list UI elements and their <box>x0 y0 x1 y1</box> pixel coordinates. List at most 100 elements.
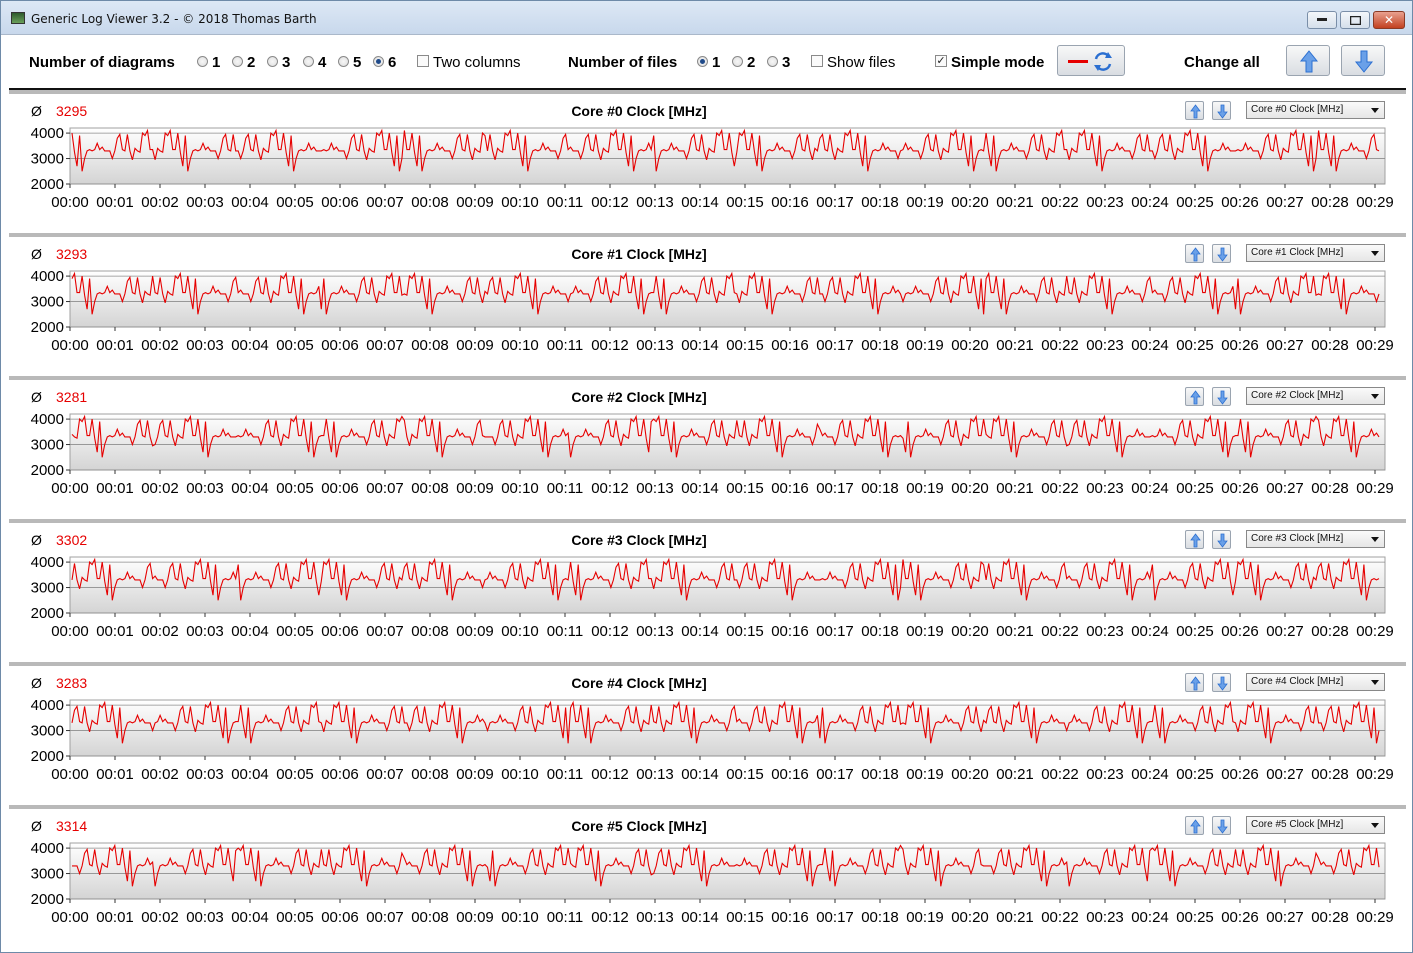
clock-series-line <box>71 271 1380 315</box>
x-tick-label: 00:21 <box>996 194 1034 211</box>
two-columns-label: Two columns <box>433 54 521 71</box>
sensor-select[interactable]: Core #1 Clock [MHz] <box>1246 244 1385 262</box>
diagrams-radio-5[interactable] <box>338 56 349 67</box>
diagram-up-button[interactable] <box>1185 387 1204 406</box>
files-radio-3[interactable] <box>767 56 778 67</box>
diagram-up-button[interactable] <box>1185 244 1204 263</box>
sensor-select[interactable]: Core #3 Clock [MHz] <box>1246 530 1385 548</box>
x-tick-label: 00:09 <box>456 194 494 211</box>
x-tick-label: 00:05 <box>276 337 314 354</box>
sensor-select-value: Core #1 Clock [MHz] <box>1251 247 1344 258</box>
x-tick-label: 00:19 <box>906 909 944 926</box>
x-tick-label: 00:12 <box>591 337 629 354</box>
diagram-down-button[interactable] <box>1212 387 1231 406</box>
y-tick-label: 2000 <box>31 891 64 908</box>
x-tick-label: 00:07 <box>366 766 404 783</box>
x-tick-label: 00:27 <box>1266 337 1304 354</box>
sensor-select[interactable]: Core #5 Clock [MHz] <box>1246 816 1385 834</box>
arrow-down-icon <box>1217 533 1228 548</box>
x-tick-label: 00:05 <box>276 623 314 640</box>
x-tick-label: 00:01 <box>96 766 134 783</box>
diagram-down-button[interactable] <box>1212 816 1231 835</box>
close-icon: ✕ <box>1383 13 1395 27</box>
diagram-up-button[interactable] <box>1185 530 1204 549</box>
change-all-down-button[interactable] <box>1341 45 1385 76</box>
diagrams-radio-4[interactable] <box>303 56 314 67</box>
x-tick-label: 00:08 <box>411 194 449 211</box>
x-tick-label: 00:16 <box>771 766 809 783</box>
x-tick-label: 00:25 <box>1176 623 1214 640</box>
x-tick-label: 00:01 <box>96 623 134 640</box>
arrow-down-icon <box>1217 819 1228 834</box>
sensor-select[interactable]: Core #4 Clock [MHz] <box>1246 673 1385 691</box>
x-tick-label: 00:21 <box>996 766 1034 783</box>
diagram-panel-4: Ø 3283 Core #4 Clock [MHz] Core #4 Clock [M… <box>9 662 1406 797</box>
maximize-button[interactable] <box>1340 11 1370 29</box>
minimize-button[interactable] <box>1307 11 1337 29</box>
chevron-down-icon <box>1371 680 1379 685</box>
files-option-2: 2 <box>747 54 756 71</box>
diagrams-radio-2[interactable] <box>232 56 243 67</box>
arrow-down-icon <box>1217 104 1228 119</box>
diagrams-radio-3[interactable] <box>267 56 278 67</box>
diagrams-option-6: 6 <box>388 54 397 71</box>
diagram-up-button[interactable] <box>1185 101 1204 120</box>
x-tick-label: 00:10 <box>501 480 539 497</box>
diagrams-radio-1[interactable] <box>197 56 208 67</box>
y-tick-label: 4000 <box>31 125 64 142</box>
diagram-down-button[interactable] <box>1212 530 1231 549</box>
average-value: 3314 <box>56 818 88 834</box>
diagram-down-button[interactable] <box>1212 673 1231 692</box>
average-symbol: Ø <box>31 389 42 405</box>
arrow-up-icon <box>1190 819 1201 834</box>
x-tick-label: 00:17 <box>816 480 854 497</box>
x-tick-label: 00:02 <box>141 909 179 926</box>
sensor-select[interactable]: Core #0 Clock [MHz] <box>1246 101 1385 119</box>
x-tick-label: 00:15 <box>726 337 764 354</box>
simple-mode-label: Simple mode <box>951 54 1045 71</box>
x-tick-label: 00:13 <box>636 909 674 926</box>
diagram-down-button[interactable] <box>1212 101 1231 120</box>
diagram-up-button[interactable] <box>1185 816 1204 835</box>
change-all-up-button[interactable] <box>1286 45 1330 76</box>
diagram-up-button[interactable] <box>1185 673 1204 692</box>
x-tick-label: 00:17 <box>816 766 854 783</box>
diagram-down-button[interactable] <box>1212 244 1231 263</box>
x-tick-label: 00:09 <box>456 623 494 640</box>
diagrams-radio-6[interactable] <box>373 56 384 67</box>
average-value: 3293 <box>56 246 88 262</box>
x-tick-label: 00:28 <box>1311 909 1349 926</box>
close-button[interactable]: ✕ <box>1373 11 1405 29</box>
average-symbol: Ø <box>31 675 42 691</box>
x-tick-label: 00:27 <box>1266 623 1304 640</box>
diagram-title: Core #2 Clock [MHz] <box>571 389 707 405</box>
x-tick-label: 00:00 <box>51 480 89 497</box>
x-tick-label: 00:03 <box>186 766 224 783</box>
show-files-checkbox[interactable] <box>811 55 823 67</box>
files-radio-1[interactable] <box>697 56 708 67</box>
x-tick-label: 00:01 <box>96 909 134 926</box>
files-radio-2[interactable] <box>732 56 743 67</box>
x-tick-label: 00:16 <box>771 623 809 640</box>
x-tick-label: 00:26 <box>1221 480 1259 497</box>
x-tick-label: 00:05 <box>276 194 314 211</box>
y-tick-label: 2000 <box>31 605 64 622</box>
clock-series-line <box>71 557 1380 601</box>
x-tick-label: 00:22 <box>1041 766 1079 783</box>
y-tick-label: 2000 <box>31 176 64 193</box>
simple-mode-checkbox[interactable]: ✓ <box>935 55 947 67</box>
minimize-icon <box>1317 18 1327 21</box>
x-tick-label: 00:14 <box>681 909 719 926</box>
sensor-select[interactable]: Core #2 Clock [MHz] <box>1246 387 1385 405</box>
line-style-button[interactable] <box>1057 45 1125 76</box>
x-tick-label: 00:25 <box>1176 337 1214 354</box>
two-columns-checkbox[interactable] <box>417 55 429 67</box>
x-tick-label: 00:24 <box>1131 337 1169 354</box>
diagram-panel-1: Ø 3293 Core #1 Clock [MHz] Core #1 Clock [M… <box>9 233 1406 368</box>
x-tick-label: 00:11 <box>547 766 583 783</box>
clock-series-line <box>71 700 1380 744</box>
x-tick-label: 00:29 <box>1356 480 1394 497</box>
x-tick-label: 00:23 <box>1086 623 1124 640</box>
